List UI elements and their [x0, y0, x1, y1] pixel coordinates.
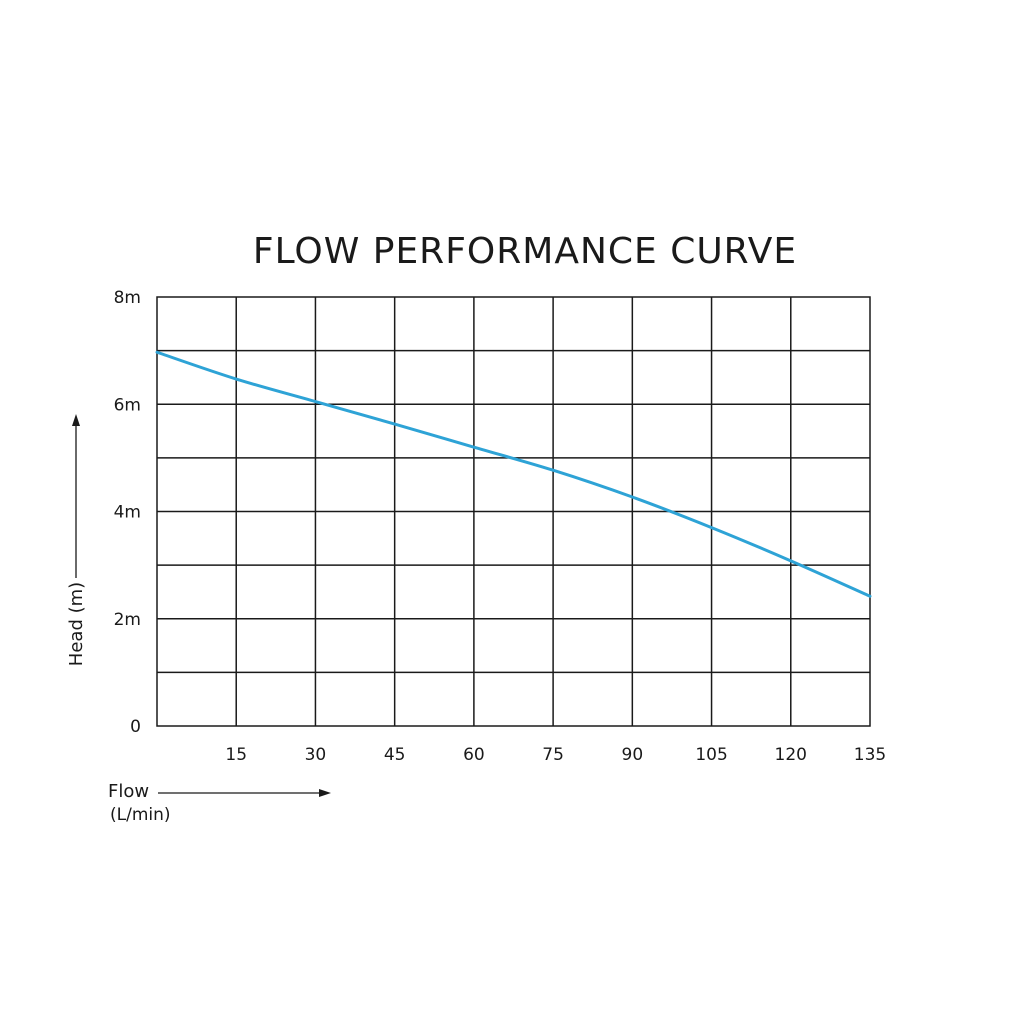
y-tick-label: 8m: [114, 288, 141, 308]
x-tick-label: 45: [384, 745, 406, 765]
x-tick-label: 60: [463, 745, 485, 765]
y-tick-label: 0: [130, 717, 141, 737]
x-axis-label: Flow: [108, 781, 149, 802]
y-tick-labels: 0 2m 4m 6m 8m: [114, 288, 141, 737]
grid-lines: [157, 297, 870, 726]
x-tick-label: 30: [305, 745, 327, 765]
y-tick-label: 4m: [114, 503, 141, 523]
y-tick-label: 2m: [114, 610, 141, 630]
x-tick-label: 105: [695, 745, 727, 765]
y-axis-arrow-head: [72, 414, 80, 426]
x-tick-label: 135: [854, 745, 886, 765]
y-tick-label: 6m: [114, 395, 141, 415]
x-tick-label: 15: [225, 745, 247, 765]
x-tick-label: 90: [622, 745, 644, 765]
chart-title: FLOW PERFORMANCE CURVE: [253, 231, 797, 272]
x-tick-label: 75: [542, 745, 564, 765]
y-axis-label: Head (m): [66, 582, 87, 666]
x-axis-arrow-head: [319, 789, 331, 797]
plot-frame: [156, 296, 871, 727]
head-flow-curve: [155, 350, 872, 598]
x-tick-label: 120: [775, 745, 807, 765]
x-axis-unit: (L/min): [110, 805, 171, 825]
x-tick-labels: 15 30 45 60 75 90 105 120 135: [225, 745, 886, 765]
